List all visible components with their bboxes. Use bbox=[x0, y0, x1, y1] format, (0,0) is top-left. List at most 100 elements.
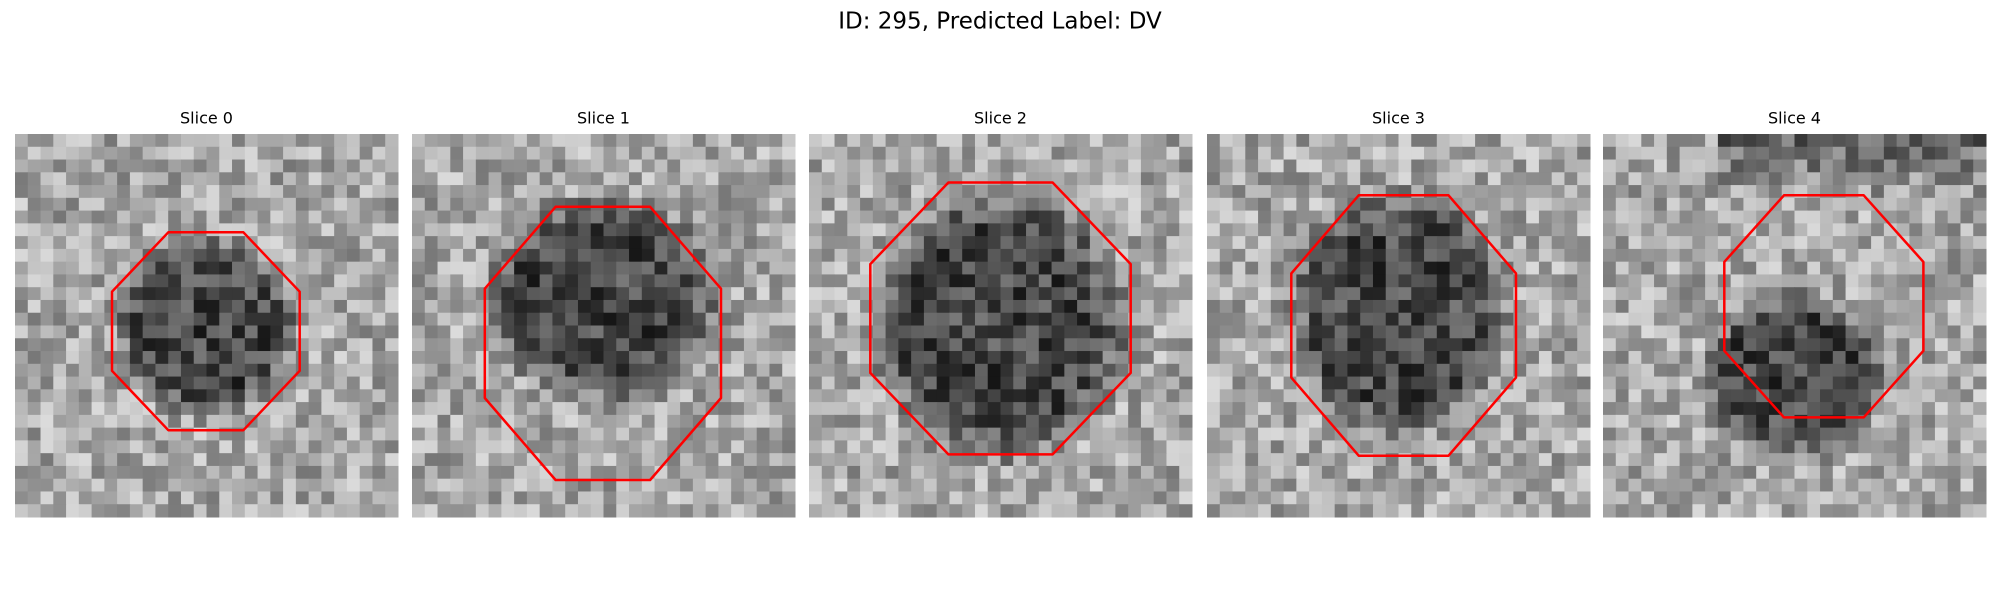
pixel bbox=[1219, 146, 1234, 161]
pixel bbox=[501, 363, 515, 378]
pixel bbox=[27, 402, 42, 416]
pixel bbox=[1334, 172, 1348, 186]
pixel bbox=[1756, 185, 1770, 199]
pixel bbox=[346, 299, 361, 314]
pixel bbox=[654, 261, 668, 275]
pixel bbox=[1768, 236, 1783, 250]
pixel bbox=[1207, 261, 1221, 275]
pixel bbox=[1883, 504, 1898, 518]
pixel bbox=[180, 159, 195, 173]
pixel bbox=[27, 134, 42, 148]
pixel bbox=[1449, 351, 1463, 365]
pixel bbox=[705, 453, 719, 467]
pixel bbox=[1128, 414, 1142, 429]
pixel bbox=[1449, 504, 1463, 518]
pixel bbox=[1475, 223, 1489, 237]
pixel bbox=[155, 504, 169, 518]
pixel bbox=[437, 134, 451, 148]
pixel bbox=[1768, 223, 1783, 237]
pixel bbox=[1577, 261, 1591, 275]
pixel bbox=[488, 376, 502, 390]
pixel bbox=[705, 351, 719, 365]
pixel bbox=[885, 338, 899, 352]
pixel bbox=[78, 223, 93, 237]
pixel bbox=[1577, 274, 1591, 288]
pixel bbox=[1564, 465, 1578, 480]
pixel bbox=[1398, 325, 1412, 339]
pixel bbox=[1166, 478, 1180, 492]
pixel bbox=[782, 248, 796, 263]
pixel bbox=[1603, 312, 1617, 326]
pixel bbox=[834, 134, 848, 148]
pixel bbox=[911, 453, 925, 467]
pixel bbox=[1258, 185, 1272, 199]
pixel bbox=[552, 491, 566, 505]
pixel bbox=[1628, 402, 1642, 416]
pixel bbox=[1871, 504, 1885, 518]
pixel bbox=[1232, 185, 1246, 199]
pixel bbox=[1960, 210, 1974, 224]
pixel bbox=[321, 197, 335, 212]
pixel bbox=[962, 414, 976, 429]
pixel bbox=[641, 236, 656, 250]
pixel bbox=[1449, 185, 1463, 199]
pixel bbox=[552, 376, 566, 390]
pixel bbox=[1679, 414, 1693, 429]
pixel bbox=[705, 414, 719, 429]
pixel bbox=[809, 185, 823, 199]
pixel bbox=[450, 402, 464, 416]
pixel bbox=[1462, 261, 1476, 275]
pixel bbox=[308, 274, 322, 288]
pixel bbox=[1102, 504, 1116, 518]
pixel bbox=[1526, 287, 1540, 301]
pixel bbox=[1896, 402, 1910, 416]
pixel bbox=[936, 504, 950, 518]
pixel bbox=[987, 274, 1001, 288]
pixel bbox=[270, 338, 284, 352]
pixel bbox=[539, 478, 553, 492]
pixel bbox=[577, 440, 592, 454]
pixel bbox=[962, 312, 976, 326]
pixel bbox=[885, 312, 899, 326]
pixel bbox=[475, 172, 490, 186]
pixel bbox=[1666, 325, 1681, 339]
pixel bbox=[270, 223, 284, 237]
pixel bbox=[1360, 363, 1374, 378]
pixel bbox=[885, 146, 899, 161]
pixel bbox=[616, 389, 630, 403]
pixel bbox=[1038, 236, 1053, 250]
pixel bbox=[1500, 351, 1514, 365]
pixel bbox=[1360, 491, 1374, 505]
pixel bbox=[40, 236, 54, 250]
pixel bbox=[1564, 146, 1578, 161]
pixel bbox=[1973, 351, 1987, 365]
pixel bbox=[1140, 338, 1155, 352]
pixel bbox=[412, 172, 426, 186]
pixel bbox=[1922, 159, 1936, 173]
pixel bbox=[590, 504, 604, 518]
pixel bbox=[809, 478, 823, 492]
pixel bbox=[1654, 312, 1668, 326]
pixel bbox=[104, 376, 118, 390]
pixel bbox=[1807, 453, 1821, 467]
pixel bbox=[450, 299, 464, 314]
pixel bbox=[412, 287, 426, 301]
pixel bbox=[1526, 414, 1540, 429]
pixel bbox=[424, 248, 439, 263]
pixel bbox=[1153, 453, 1167, 467]
pixel bbox=[514, 491, 528, 505]
pixel bbox=[616, 287, 630, 301]
pixel bbox=[321, 478, 335, 492]
pixel bbox=[1026, 338, 1040, 352]
pixel bbox=[424, 389, 439, 403]
pixel bbox=[1219, 402, 1234, 416]
pixel bbox=[1153, 159, 1167, 173]
pixel bbox=[1487, 465, 1502, 480]
pixel bbox=[1077, 402, 1091, 416]
pixel bbox=[1641, 210, 1655, 224]
pixel bbox=[1449, 159, 1463, 173]
pixel bbox=[283, 312, 297, 326]
pixel bbox=[129, 478, 144, 492]
pixel bbox=[1692, 389, 1706, 403]
pixel bbox=[1666, 351, 1681, 365]
